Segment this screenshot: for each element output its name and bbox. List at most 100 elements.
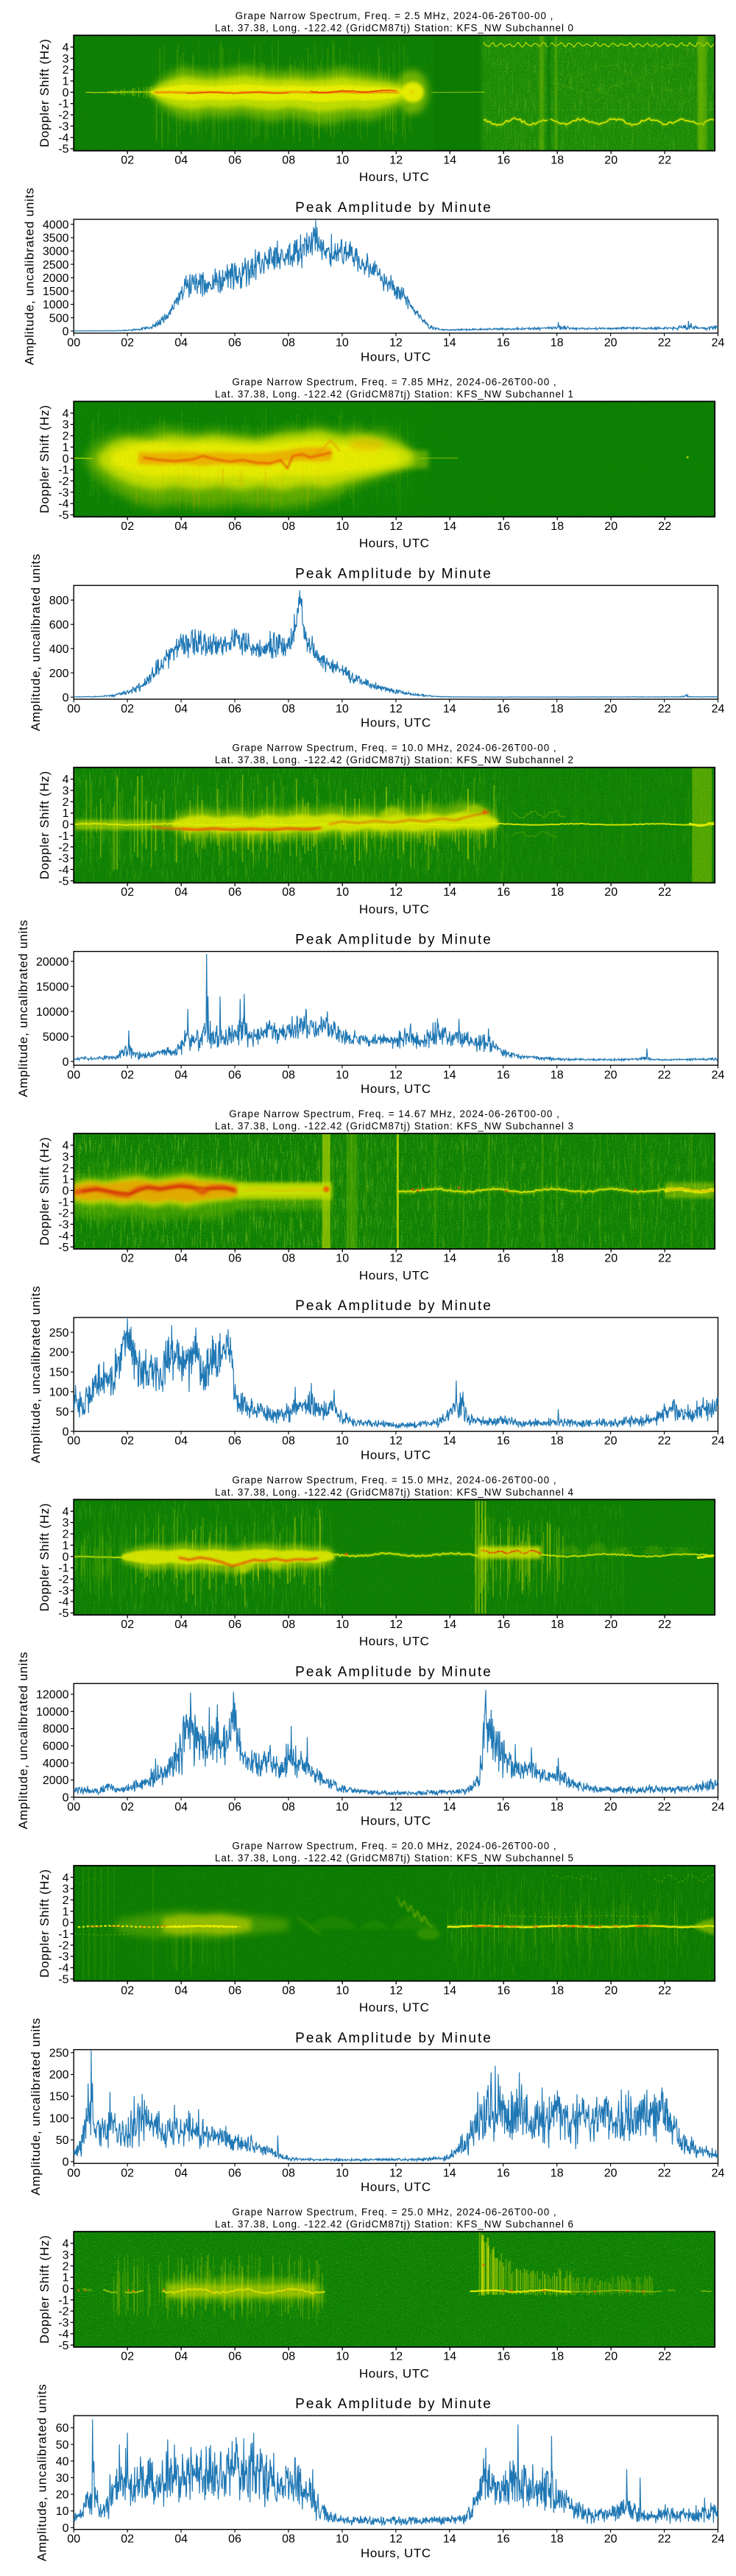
svg-text:Doppler Shift (Hz): Doppler Shift (Hz) (38, 1869, 52, 1978)
svg-text:12: 12 (389, 2167, 403, 2179)
svg-text:18: 18 (551, 1801, 564, 1814)
svg-text:04: 04 (174, 520, 188, 533)
svg-text:22: 22 (658, 1618, 671, 1631)
svg-text:14: 14 (443, 1253, 456, 1265)
svg-text:3000: 3000 (43, 246, 69, 258)
svg-text:Lat. 37.38, Long. -122.42 (Gr: Lat. 37.38, Long. -122.42 (GridCM87tj) S… (215, 1853, 574, 1864)
svg-text:06: 06 (228, 2351, 241, 2363)
svg-text:20: 20 (604, 1253, 618, 1265)
svg-text:18: 18 (551, 886, 564, 899)
svg-text:24: 24 (712, 2533, 725, 2546)
svg-text:Hours, UTC: Hours, UTC (361, 2546, 431, 2560)
svg-text:250: 250 (49, 1327, 69, 1340)
svg-text:-3: -3 (58, 121, 68, 133)
svg-text:16: 16 (497, 1435, 510, 1448)
svg-text:Doppler Shift (Hz): Doppler Shift (Hz) (38, 771, 52, 880)
svg-text:20: 20 (604, 1069, 618, 1081)
svg-text:10000: 10000 (36, 1006, 69, 1019)
svg-text:20: 20 (604, 337, 618, 350)
svg-text:08: 08 (282, 155, 295, 167)
svg-text:0: 0 (63, 1426, 69, 1438)
svg-text:2500: 2500 (43, 259, 69, 272)
svg-text:02: 02 (121, 703, 134, 715)
svg-text:02: 02 (121, 1618, 134, 1631)
svg-text:0: 0 (63, 453, 69, 465)
svg-text:Hours, UTC: Hours, UTC (359, 537, 430, 551)
svg-text:22: 22 (658, 886, 671, 899)
svg-text:22: 22 (658, 2351, 671, 2363)
svg-text:12: 12 (389, 1801, 403, 1814)
svg-text:Grape Narrow Spectrum, Freq. =: Grape Narrow Spectrum, Freq. = 25.0 MHz,… (232, 2207, 556, 2218)
svg-text:30: 30 (56, 2472, 69, 2485)
svg-text:18: 18 (551, 1618, 564, 1631)
svg-text:04: 04 (174, 2167, 188, 2179)
svg-text:08: 08 (282, 886, 295, 899)
svg-text:0: 0 (63, 1056, 69, 1069)
svg-text:02: 02 (121, 2351, 134, 2363)
svg-text:150: 150 (49, 2091, 69, 2103)
svg-text:04: 04 (174, 886, 188, 899)
svg-text:10: 10 (336, 1618, 349, 1631)
svg-text:1: 1 (63, 76, 69, 88)
svg-text:2: 2 (63, 431, 69, 443)
svg-text:3: 3 (63, 53, 69, 66)
svg-text:8000: 8000 (43, 1723, 69, 1735)
svg-text:Peak Amplitude by Minute: Peak Amplitude by Minute (295, 566, 492, 581)
svg-text:2: 2 (63, 1894, 69, 1907)
svg-text:24: 24 (712, 703, 725, 715)
svg-text:5000: 5000 (43, 1031, 69, 1044)
svg-text:02: 02 (121, 155, 134, 167)
svg-text:6000: 6000 (43, 1741, 69, 1753)
svg-text:4000: 4000 (43, 219, 69, 231)
svg-text:-4: -4 (58, 1596, 68, 1609)
svg-text:00: 00 (67, 1069, 80, 1081)
svg-text:20: 20 (604, 1435, 618, 1448)
svg-text:-3: -3 (58, 1951, 68, 1964)
svg-text:22: 22 (658, 1253, 671, 1265)
svg-text:Hours, UTC: Hours, UTC (361, 1814, 431, 1828)
svg-text:0: 0 (63, 325, 69, 338)
svg-text:04: 04 (174, 1253, 188, 1265)
svg-text:2: 2 (63, 64, 69, 77)
svg-text:10: 10 (336, 1435, 349, 1448)
svg-text:22: 22 (658, 2533, 671, 2546)
svg-text:2: 2 (63, 1162, 69, 1175)
svg-text:1: 1 (63, 2272, 69, 2285)
svg-text:Grape Narrow Spectrum, Freq. =: Grape Narrow Spectrum, Freq. = 20.0 MHz,… (232, 1841, 556, 1852)
svg-text:04: 04 (174, 1435, 188, 1448)
svg-text:200: 200 (49, 2069, 69, 2081)
svg-text:22: 22 (658, 1069, 671, 1081)
svg-text:4: 4 (63, 774, 69, 786)
svg-text:06: 06 (228, 1618, 241, 1631)
svg-text:0: 0 (63, 2156, 69, 2169)
svg-text:08: 08 (282, 1984, 295, 1997)
svg-text:10: 10 (336, 520, 349, 533)
svg-text:10: 10 (336, 337, 349, 350)
svg-text:200: 200 (49, 668, 69, 680)
svg-text:-1: -1 (58, 1928, 68, 1941)
svg-text:12: 12 (389, 2351, 403, 2363)
svg-text:2: 2 (63, 1529, 69, 1541)
svg-text:20: 20 (604, 703, 618, 715)
svg-text:12: 12 (389, 703, 403, 715)
svg-text:24: 24 (712, 2167, 725, 2179)
svg-text:06: 06 (228, 1984, 241, 1997)
svg-text:12: 12 (389, 520, 403, 533)
svg-text:2000: 2000 (43, 272, 69, 285)
svg-text:Grape Narrow Spectrum, Freq. =: Grape Narrow Spectrum, Freq. = 2.5 MHz, … (236, 10, 554, 21)
svg-text:Peak Amplitude by Minute: Peak Amplitude by Minute (295, 200, 492, 216)
svg-text:4000: 4000 (43, 1758, 69, 1770)
svg-text:250: 250 (49, 2048, 69, 2060)
svg-text:04: 04 (174, 337, 188, 350)
svg-text:50: 50 (56, 2134, 69, 2147)
svg-text:04: 04 (174, 703, 188, 715)
svg-text:20: 20 (604, 886, 618, 899)
svg-text:-4: -4 (58, 1962, 68, 1975)
svg-text:12: 12 (389, 155, 403, 167)
svg-text:14: 14 (443, 2351, 456, 2363)
svg-text:10000: 10000 (36, 1706, 69, 1719)
svg-text:-1: -1 (58, 464, 68, 477)
svg-text:22: 22 (658, 2167, 671, 2179)
svg-text:Lat. 37.38, Long. -122.42 (Gr: Lat. 37.38, Long. -122.42 (GridCM87tj) S… (215, 1487, 574, 1498)
svg-text:-4: -4 (58, 2328, 68, 2340)
